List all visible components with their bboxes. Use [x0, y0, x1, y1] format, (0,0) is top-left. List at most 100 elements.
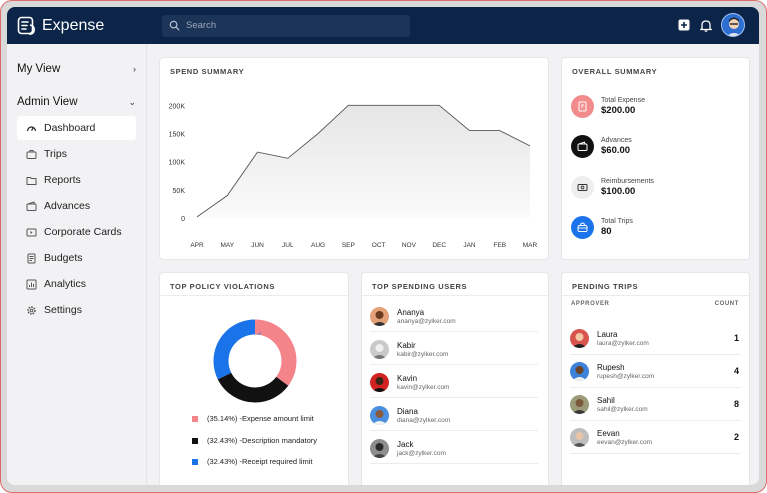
avatar — [370, 340, 389, 359]
legend-swatch — [192, 437, 198, 444]
add-icon[interactable] — [677, 19, 690, 32]
top-actions — [677, 13, 745, 37]
legend-label: (32.43%) -Description mandatory — [207, 436, 318, 445]
my-view-label: My View — [17, 63, 61, 75]
card-divider — [362, 295, 548, 296]
list-item[interactable]: Ananya ananya@zylker.com — [370, 302, 538, 332]
x-tick-label: AUG — [311, 242, 325, 249]
approver-column-header: APPROVER — [571, 301, 610, 307]
approver-email: eevan@zylker.com — [597, 438, 653, 446]
summary-label: Total Expense — [601, 97, 645, 104]
spend-chart: 0 50K 100K 150K 200K APR MAY JUN JUL AUG SEP OCT NOV… — [169, 103, 538, 249]
overall-summary-card: OVERALL SUMMARY Total Expense $200.00 Ad… — [561, 57, 750, 260]
sidebar-item-label: Budgets — [44, 252, 83, 264]
avatar — [370, 373, 389, 392]
brand[interactable]: Expense — [17, 16, 162, 36]
sidebar-item-label: Dashboard — [44, 122, 96, 134]
y-tick-label: 200K — [169, 103, 186, 110]
trip-bag-icon — [571, 216, 594, 239]
table-row[interactable]: Sahil sahil@zylker.com 8 — [570, 388, 741, 421]
app-window: Expense My View › Admin — [7, 7, 759, 485]
user-name: Jack — [397, 440, 414, 449]
summary-reimbursements[interactable]: Reimbursements $100.00 — [571, 176, 654, 199]
avatar — [370, 439, 389, 458]
table-row[interactable]: Eevan eevan@zylker.com 2 — [570, 421, 741, 454]
approver-email: sahil@zylker.com — [597, 405, 648, 413]
list-item[interactable]: Kavin kavin@zylker.com — [370, 368, 538, 398]
summary-label: Reimbursements — [601, 178, 654, 185]
x-tick-label: JUL — [282, 242, 294, 249]
sidebar: My View › Admin View ⌄ Dashboard Trips R… — [7, 44, 147, 485]
legend-label: (32.43%) -Receipt required limit — [207, 457, 313, 466]
spend-line — [196, 104, 531, 218]
admin-view-toggle[interactable]: Admin View ⌄ — [7, 92, 146, 112]
sidebar-item-analytics[interactable]: Analytics — [17, 272, 136, 296]
sidebar-item-label: Advances — [44, 200, 91, 212]
legend-swatch — [192, 415, 198, 422]
donut-slice[interactable] — [213, 319, 297, 403]
x-tick-label: MAR — [523, 242, 538, 249]
sidebar-item-trips[interactable]: Trips — [17, 142, 136, 166]
legend-swatch — [192, 458, 198, 465]
user-name: Kabir — [397, 341, 416, 350]
sidebar-item-corporate-cards[interactable]: Corporate Cards — [17, 220, 136, 244]
search-input[interactable] — [186, 20, 386, 31]
list-item[interactable]: Diana diana@zylker.com — [370, 401, 538, 431]
violations-donut-chart — [213, 319, 297, 403]
avatar — [570, 361, 589, 381]
sidebar-item-budgets[interactable]: Budgets — [17, 246, 136, 270]
x-tick-label: DEC — [432, 242, 446, 249]
card-icon — [26, 228, 37, 236]
approver-name: Eevan — [597, 428, 620, 438]
summary-value: $100.00 — [601, 186, 636, 197]
user-avatar[interactable] — [721, 13, 745, 37]
avatar — [570, 427, 589, 447]
list-item[interactable]: Jack jack@zylker.com — [370, 434, 538, 464]
user-email: diana@zylker.com — [397, 417, 451, 424]
trip-count: 1 — [733, 333, 739, 343]
card-title: SPEND SUMMARY — [170, 67, 245, 76]
approver-name: Sahil — [597, 395, 615, 405]
summary-advances[interactable]: Advances $60.00 — [571, 135, 632, 158]
table-row[interactable]: Laura laura@zylker.com 1 — [570, 322, 741, 355]
trip-count: 2 — [733, 432, 739, 442]
search-box[interactable] — [162, 14, 410, 37]
card-title: TOP POLICY VIOLATIONS — [170, 282, 275, 291]
sidebar-item-dashboard[interactable]: Dashboard — [17, 116, 136, 140]
expense-icon — [571, 95, 594, 118]
user-name: Ananya — [397, 308, 425, 317]
sidebar-item-advances[interactable]: Advances — [17, 194, 136, 218]
legend-item: (35.14%) -Expense amount limit — [192, 414, 314, 423]
list-item[interactable]: Kabir kabir@zylker.com — [370, 335, 538, 365]
legend-item: (32.43%) -Receipt required limit — [192, 457, 312, 466]
table-row[interactable]: Rupesh rupesh@zylker.com 4 — [570, 355, 741, 388]
sidebar-item-reports[interactable]: Reports — [17, 168, 136, 192]
my-view-toggle[interactable]: My View › — [7, 59, 146, 79]
user-email: kabir@zylker.com — [397, 351, 449, 358]
summary-total-expense[interactable]: Total Expense $200.00 — [571, 95, 645, 118]
sidebar-item-settings[interactable]: Settings — [17, 298, 136, 322]
advances-icon — [26, 200, 37, 211]
donut-slice[interactable] — [213, 319, 297, 403]
card-title: TOP SPENDING USERS — [372, 282, 468, 291]
card-divider — [160, 295, 348, 296]
user-email: ananya@zylker.com — [397, 318, 456, 325]
dashboard-icon — [26, 125, 37, 131]
avatar — [370, 406, 389, 425]
analytics-icon — [26, 279, 37, 289]
chevron-right-icon: › — [133, 64, 136, 74]
bell-icon[interactable] — [699, 19, 712, 32]
x-tick-label: FEB — [493, 242, 506, 249]
summary-total-trips[interactable]: Total Trips 80 — [571, 216, 633, 239]
summary-label: Total Trips — [601, 218, 633, 225]
avatar — [570, 328, 589, 348]
y-tick-label: 150K — [169, 131, 186, 138]
y-tick-label: 50K — [173, 188, 186, 195]
budgets-icon — [27, 253, 36, 263]
trip-count: 8 — [733, 399, 739, 409]
avatar — [370, 307, 389, 326]
app-name: Expense — [42, 16, 105, 34]
x-tick-label: JAN — [463, 242, 476, 249]
card-title: OVERALL SUMMARY — [572, 67, 658, 76]
